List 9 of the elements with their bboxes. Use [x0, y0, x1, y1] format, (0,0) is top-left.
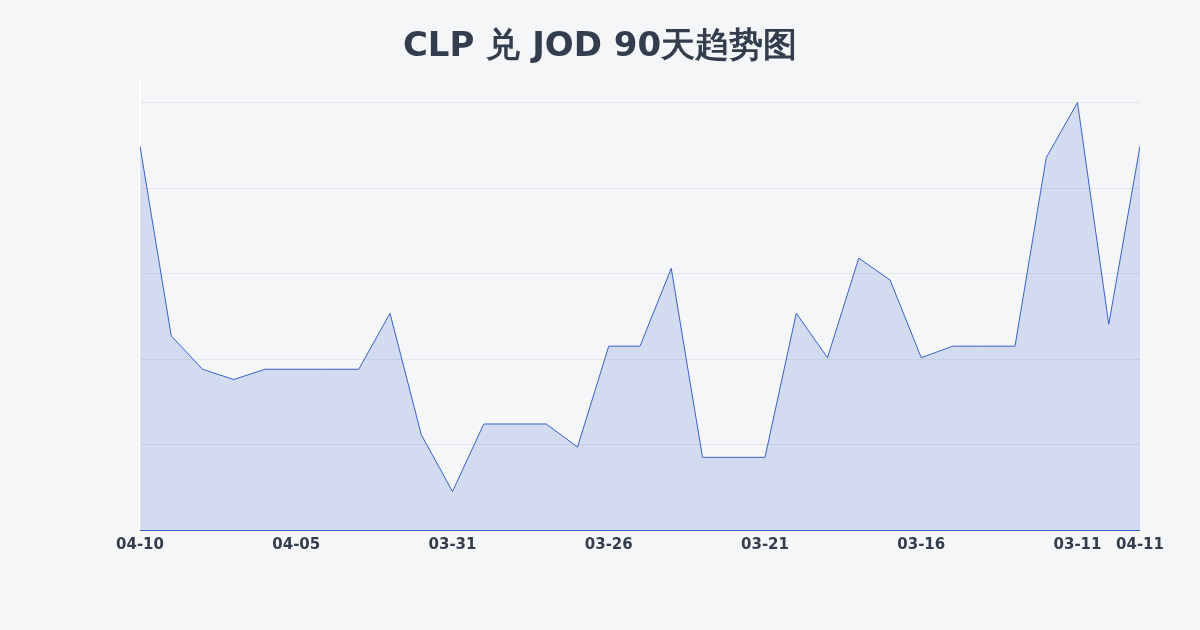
- x-tick-label: 04-05: [272, 535, 321, 553]
- x-tick-label: 04-10: [116, 535, 164, 553]
- x-tick-label: 04-11: [1116, 535, 1164, 553]
- x-tick-label: 03-26: [584, 535, 633, 553]
- x-tick-label: 03-21: [741, 535, 789, 553]
- x-tick-label: 03-11: [1053, 535, 1102, 553]
- chart-title: CLP 兑 JOD 90天趋势图: [402, 24, 798, 64]
- x-tick-label: 03-31: [428, 535, 477, 553]
- x-tick-label: 03-16: [897, 535, 946, 553]
